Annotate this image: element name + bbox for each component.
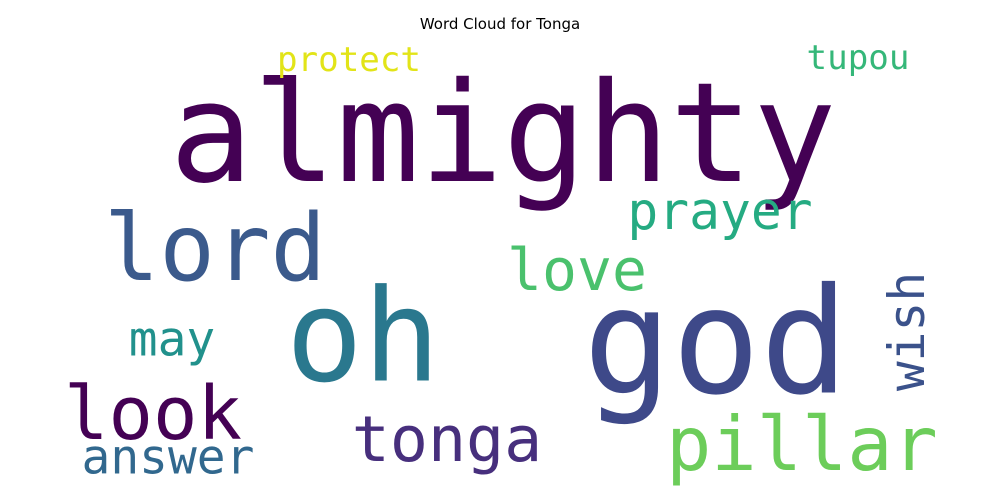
- word-pillar: pillar: [666, 400, 938, 488]
- word-may: may: [129, 313, 215, 368]
- word-god: god: [583, 257, 849, 428]
- word-prayer: prayer: [627, 182, 812, 242]
- word-tonga: tonga: [352, 402, 542, 476]
- word-love: love: [507, 236, 647, 304]
- word-tupou: tupou: [807, 38, 910, 78]
- word-oh: oh: [286, 263, 440, 412]
- word-look: look: [64, 371, 242, 457]
- word-almighty: almighty: [170, 52, 837, 214]
- word-wish: wish: [878, 272, 936, 391]
- chart-title: Word Cloud for Tonga: [420, 15, 580, 33]
- word-protect: protect: [277, 40, 421, 80]
- word-lord: lord: [104, 194, 326, 302]
- word-answer: answer: [82, 431, 255, 486]
